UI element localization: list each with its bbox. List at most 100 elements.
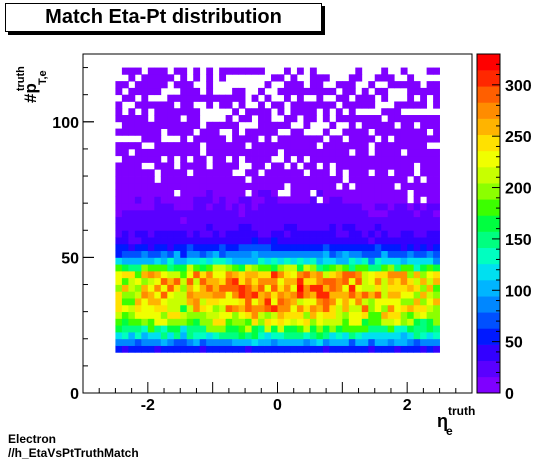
heatmap-cell	[296, 135, 304, 143]
heatmap-cell	[264, 94, 272, 102]
heatmap-cell	[121, 318, 129, 326]
heatmap-cell	[160, 67, 168, 75]
heatmap-cell	[154, 311, 162, 319]
heatmap-cell	[342, 81, 350, 89]
heatmap-cell	[335, 155, 343, 163]
heatmap-cell	[219, 216, 227, 224]
heatmap-cell	[245, 325, 252, 333]
heatmap-cell	[121, 155, 129, 163]
heatmap-cell	[374, 87, 382, 96]
heatmap-cell	[335, 325, 343, 333]
heatmap-cell	[309, 277, 317, 285]
heatmap-cell	[199, 135, 207, 143]
heatmap-cell	[219, 223, 227, 231]
heatmap-cell	[193, 203, 201, 211]
heatmap-cell	[355, 101, 363, 109]
heatmap-cell	[186, 318, 194, 326]
heatmap-cell	[225, 189, 233, 197]
heatmap-cell	[160, 257, 168, 265]
heatmap-cell	[232, 176, 239, 184]
heatmap-cell	[361, 216, 369, 224]
heatmap-cell	[186, 264, 194, 272]
heatmap-cell	[199, 243, 207, 252]
heatmap-cell	[277, 74, 285, 82]
heatmap-cell	[348, 81, 356, 89]
heatmap-cell	[420, 169, 428, 177]
heatmap-cell	[277, 277, 285, 285]
heatmap-cell	[413, 270, 421, 279]
heatmap-cell	[264, 189, 272, 197]
heatmap-cell	[199, 94, 207, 102]
heatmap-cell	[290, 298, 298, 306]
heatmap-cell	[154, 87, 162, 96]
heatmap-cell	[283, 311, 291, 319]
heatmap-cell	[433, 257, 440, 265]
heatmap-cell	[342, 331, 350, 340]
heatmap-cell	[407, 155, 415, 163]
heatmap-cell	[173, 345, 181, 353]
heatmap-cell	[206, 338, 214, 346]
heatmap-cell	[258, 121, 265, 129]
heatmap-cell	[400, 304, 408, 313]
heatmap-cell	[193, 338, 201, 346]
heatmap-cell	[258, 209, 265, 218]
heatmap-cell	[433, 189, 440, 197]
heatmap-cell	[420, 243, 428, 252]
heatmap-cell	[154, 142, 162, 150]
heatmap-cell	[303, 237, 311, 245]
heatmap-cell	[387, 243, 395, 252]
heatmap-cell	[271, 257, 278, 265]
heatmap-cell	[296, 203, 304, 211]
heatmap-cell	[167, 148, 175, 157]
heatmap-cell	[283, 298, 291, 306]
heatmap-cell	[180, 291, 188, 299]
heatmap-cell	[160, 304, 168, 313]
heatmap-cell	[407, 331, 415, 340]
heatmap-cell	[407, 243, 415, 252]
heatmap-cell	[296, 270, 304, 279]
heatmap-cell	[173, 230, 181, 238]
heatmap-cell	[381, 148, 389, 157]
heatmap-cell	[212, 176, 220, 184]
y-tick-label: 0	[70, 386, 79, 403]
heatmap-cell	[147, 101, 155, 109]
heatmap-cell	[433, 311, 440, 319]
heatmap-cell	[400, 216, 408, 224]
heatmap-cell	[394, 325, 402, 333]
heatmap-cell	[121, 196, 129, 204]
heatmap-cell	[368, 331, 376, 340]
heatmap-cell	[290, 74, 298, 82]
heatmap-cell	[303, 209, 311, 218]
heatmap-cell	[186, 230, 194, 238]
heatmap-cell	[283, 94, 291, 102]
heatmap-cell	[420, 345, 428, 353]
heatmap-cell	[413, 277, 421, 285]
heatmap-cell	[277, 304, 285, 313]
heatmap-cell	[394, 243, 402, 252]
heatmap-cell	[271, 121, 278, 129]
heatmap-cell	[238, 250, 246, 258]
heatmap-cell	[258, 128, 265, 136]
heatmap-cell	[348, 338, 356, 346]
heatmap-cell	[283, 169, 291, 177]
heatmap-cell	[329, 196, 337, 204]
heatmap-cell	[335, 264, 343, 272]
heatmap-cell	[381, 135, 389, 143]
heatmap-cell	[206, 345, 214, 353]
heatmap-cell	[316, 169, 324, 177]
heatmap-cell	[134, 277, 142, 285]
heatmap-cell	[232, 223, 239, 231]
heatmap-cell	[141, 108, 149, 116]
heatmap-cell	[322, 325, 330, 333]
heatmap-cell	[251, 311, 259, 319]
heatmap-cell	[180, 311, 188, 319]
heatmap-cell	[368, 101, 376, 109]
heatmap-cell	[420, 237, 428, 245]
heatmap-cell	[147, 148, 155, 157]
heatmap-cell	[290, 345, 298, 353]
heatmap-cell	[206, 264, 214, 272]
heatmap-cell	[361, 223, 369, 231]
heatmap-cell	[154, 250, 162, 258]
heatmap-cell	[433, 331, 440, 340]
